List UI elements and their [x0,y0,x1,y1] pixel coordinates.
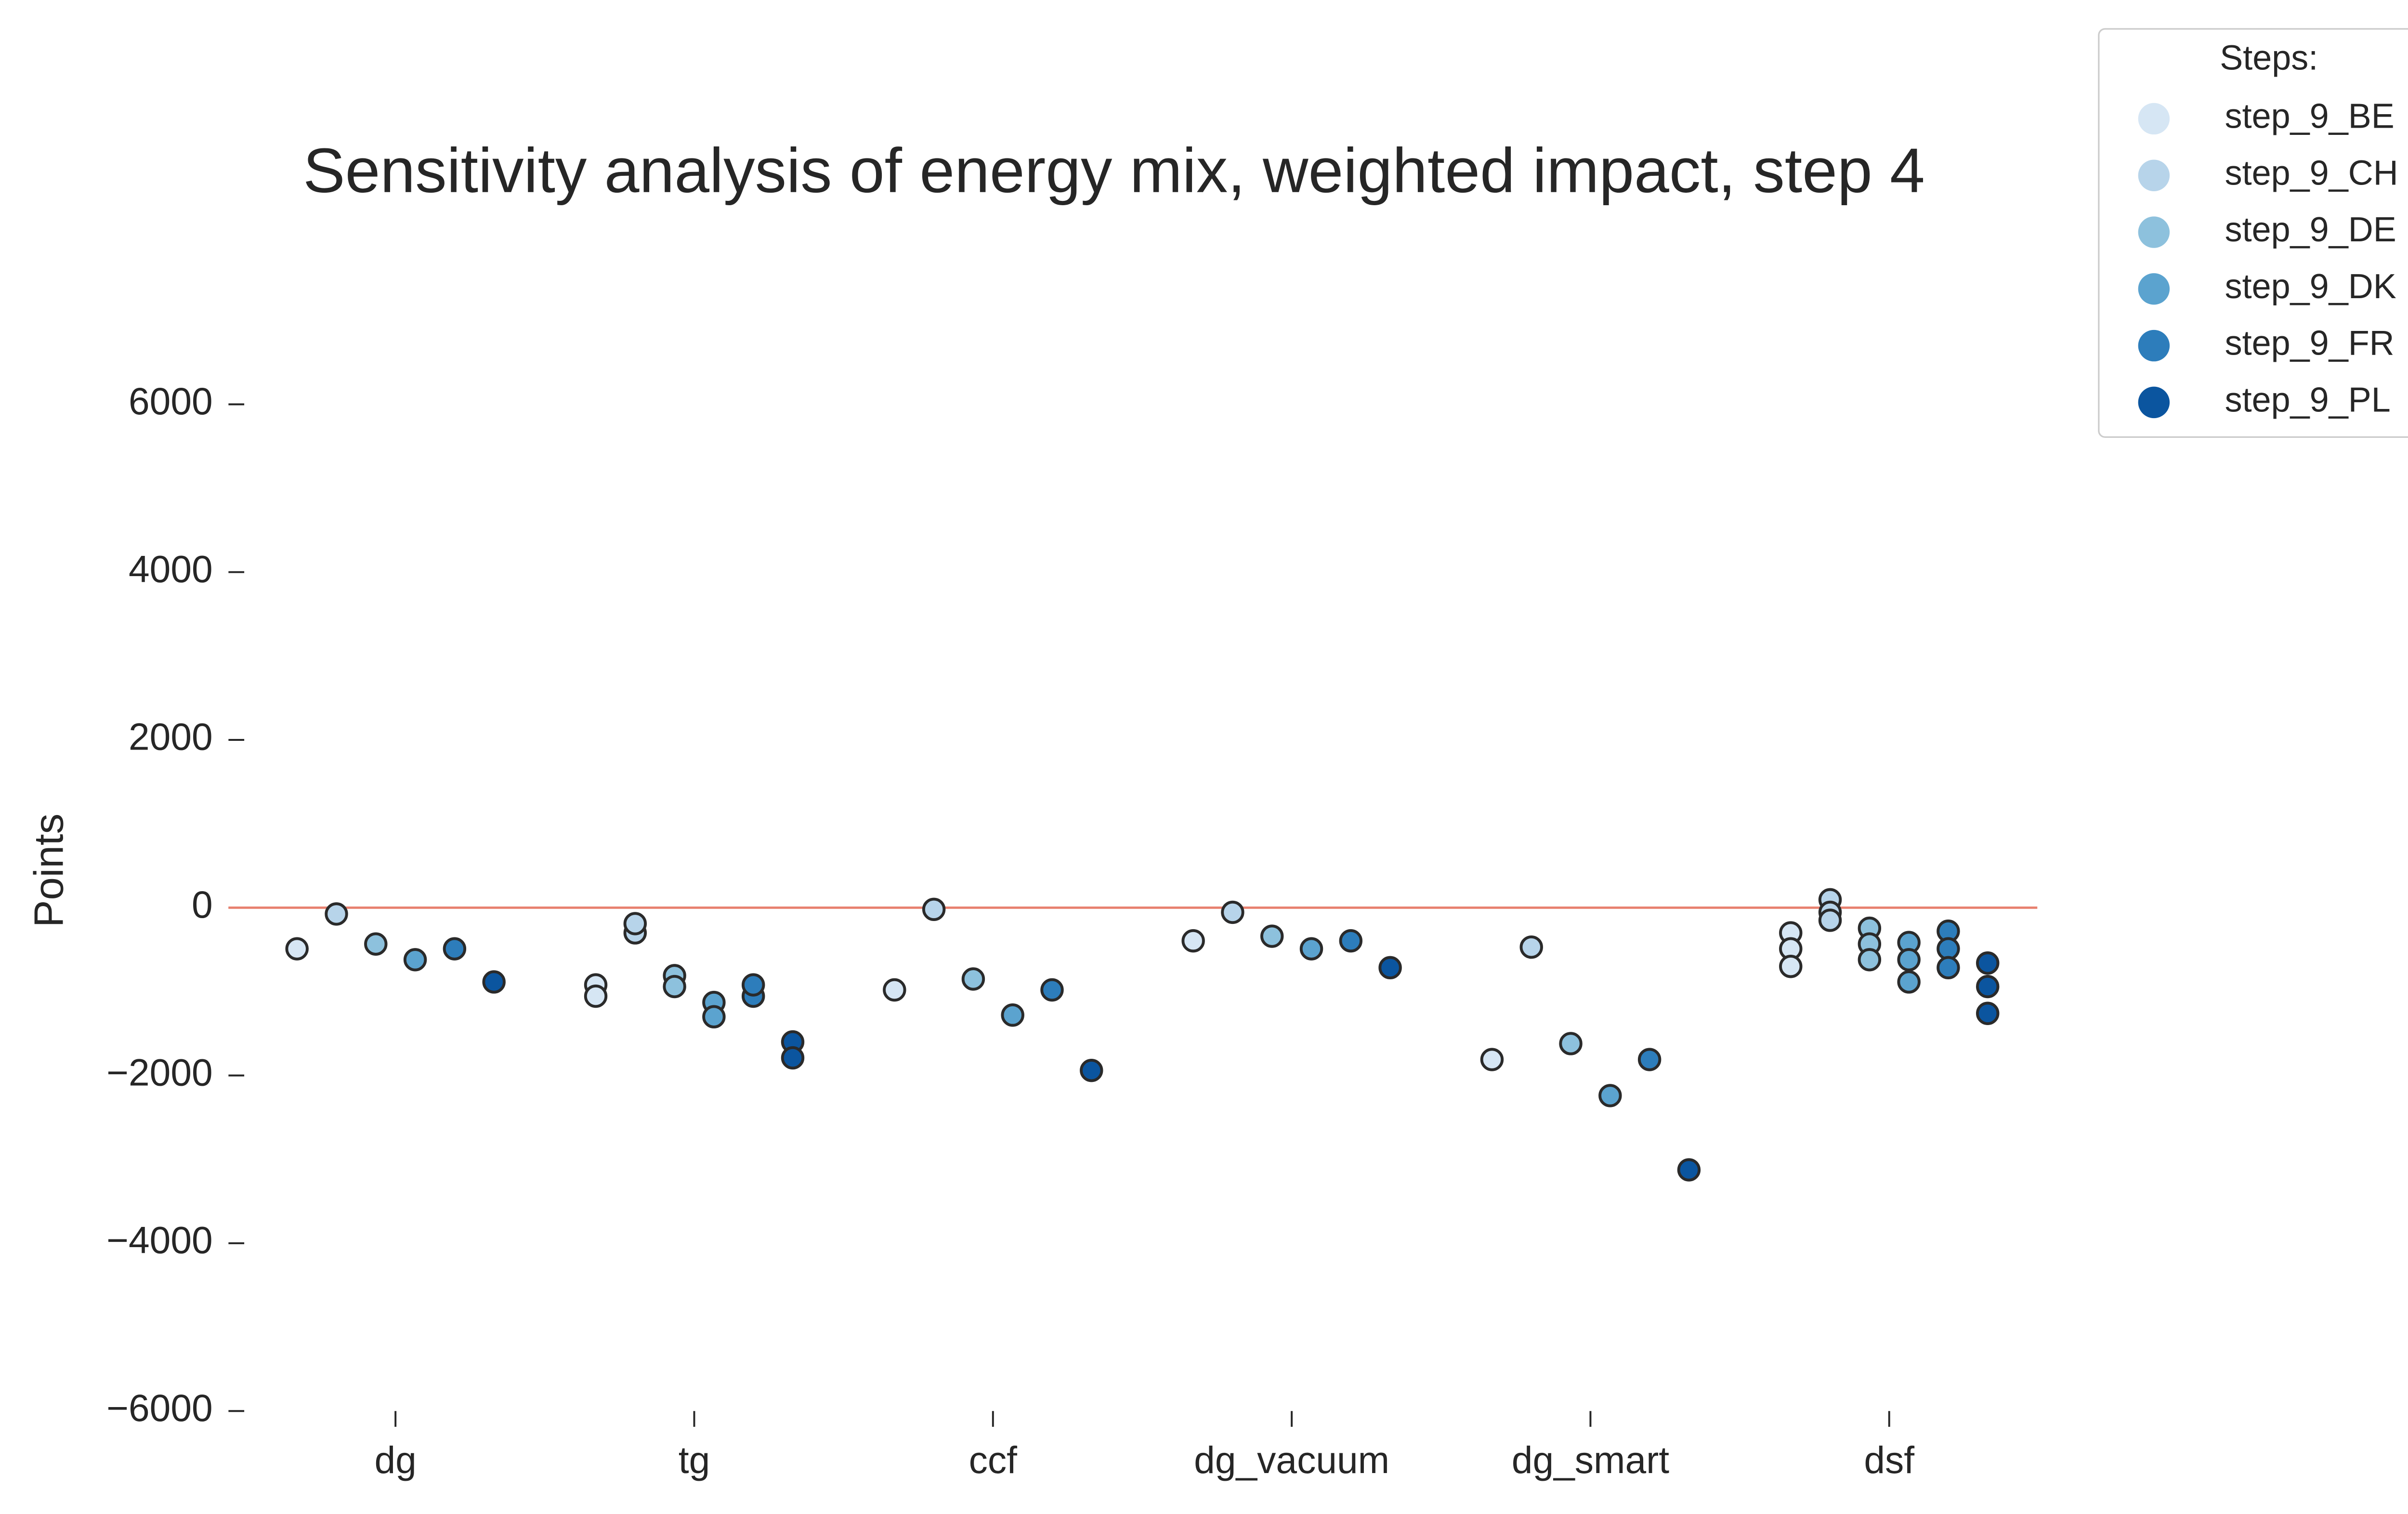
legend-box [2098,28,2408,438]
legend-marker [2138,159,2170,191]
point [1339,929,1363,953]
point [1937,956,1960,980]
legend-marker [2138,103,2170,135]
point [1858,948,1882,972]
point [1559,1032,1583,1055]
point [1677,1158,1701,1182]
legend-label: step_9_CH [2225,154,2398,192]
legend-title: Steps: [2220,39,2318,77]
point [1001,1003,1024,1027]
point [1937,937,1960,961]
point [364,932,388,956]
legend-marker [2138,386,2170,419]
legend-marker [2138,273,2170,305]
point [443,937,467,961]
point [325,902,348,926]
point [1598,1084,1622,1107]
point [1260,924,1284,948]
point [1637,1048,1662,1071]
legend-label: step_9_PL [2225,381,2391,419]
y-tick-label: 2000 [129,716,213,758]
point [1976,951,2000,975]
y-tick-label: −6000 [106,1387,213,1429]
y-axis-label: Points [26,814,72,927]
chart-title: Sensitivity analysis of energy mix, weig… [303,135,1925,206]
y-tick-label: 0 [192,883,213,926]
point [584,984,608,1008]
point [1897,970,1921,994]
legend-label: step_9_FR [2225,324,2395,363]
y-tick-label: 6000 [129,380,213,422]
y-tick-label: −4000 [106,1219,213,1262]
point [1519,935,1543,959]
point [623,912,647,935]
point [1080,1058,1103,1082]
point [781,1046,805,1070]
point [1779,955,1803,978]
x-tick-label: ccf [969,1439,1018,1481]
point [1378,956,1402,980]
y-tick-label: 4000 [129,548,213,590]
point [1480,1048,1504,1071]
point [1299,937,1323,961]
point [1818,908,1842,932]
point [922,897,946,922]
point [482,970,506,994]
point [702,1005,726,1028]
point [1976,974,2000,999]
point [1040,978,1064,1002]
point [1976,1001,2000,1025]
x-tick-label: dg [375,1439,417,1481]
point [1181,929,1205,953]
legend-label: step_9_BE [2225,97,2395,135]
point [1221,900,1244,924]
y-tick-label: −2000 [106,1051,213,1093]
legend-marker [2138,329,2170,362]
point [883,978,906,1002]
point [285,937,309,961]
legend-marker [2138,216,2170,248]
point [961,967,985,991]
x-tick-label: tg [679,1439,710,1481]
legend-label: step_9_DK [2225,267,2396,306]
x-tick-label: dg_smart [1512,1439,1669,1481]
point [741,973,765,997]
point [1897,948,1921,972]
x-tick-label: dsf [1864,1439,1914,1481]
point [663,974,686,999]
legend-label: step_9_DE [2225,211,2396,249]
x-tick-label: dg_vacuum [1194,1439,1389,1481]
point [403,948,427,972]
